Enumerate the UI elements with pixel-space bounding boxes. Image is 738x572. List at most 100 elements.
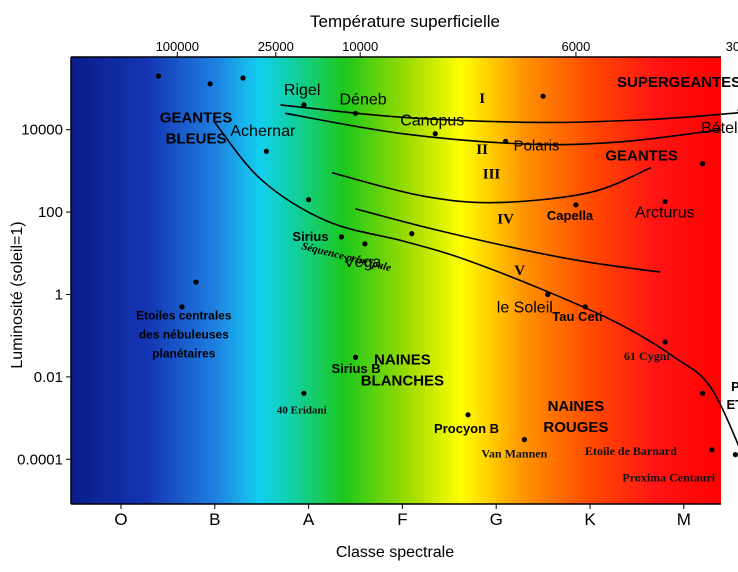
star-point: [545, 291, 551, 298]
star-point: [432, 131, 438, 137]
star-label: 61 Cygni: [624, 349, 670, 363]
x-tick-label-A: A: [303, 510, 315, 529]
star-point: [263, 148, 269, 154]
star-point: [240, 75, 246, 81]
region-label-line: PROTO: [731, 379, 738, 394]
curve-class-IV: [355, 208, 661, 273]
star-label: Déneb: [340, 91, 387, 108]
star-point: [306, 197, 312, 203]
star-label: Tau Ceti: [552, 309, 602, 324]
star-label: Bételgeuse: [701, 120, 738, 137]
star-label: Rigel: [284, 82, 320, 99]
x-tick-label-M: M: [677, 510, 691, 529]
top-tick-label-10000: 10000: [342, 39, 378, 54]
region-label: GEANTES BLEUES: [160, 109, 233, 147]
y-tick-label-0.01: 0.01: [34, 369, 63, 386]
luminosity-class-III: III: [483, 167, 501, 183]
luminosity-class-IV: IV: [497, 211, 514, 227]
x-tick-label-K: K: [584, 510, 596, 529]
star-label: Procyon B: [434, 421, 499, 436]
spectral-gradient-band: [71, 57, 721, 504]
region-label-line: NAINES: [374, 351, 431, 368]
star-point: [409, 231, 415, 237]
star-label: Arcturus: [635, 205, 695, 222]
star-point: [502, 138, 509, 145]
star-label: 40 Eridani: [277, 404, 327, 416]
region-label: SUPERGEANTES: [617, 74, 738, 91]
star-point: [155, 73, 162, 79]
plot-area: [71, 57, 721, 504]
y-tick-label-100: 100: [38, 204, 63, 221]
region-label-line: ETOILES: [726, 397, 738, 412]
star-label: Véga: [344, 254, 381, 271]
star-label: le Soleil: [497, 300, 553, 317]
y-axis-label: Luminosité (soleil=1): [9, 221, 26, 368]
star-point: [582, 304, 588, 310]
star-point: [662, 198, 668, 205]
star-point: [540, 93, 546, 99]
star-label: Van Mannen: [481, 447, 547, 461]
curve-class-III: [331, 166, 652, 204]
y-tick-label-1: 1: [55, 287, 63, 304]
region-label: NAINES BLANCHES: [361, 351, 444, 389]
x-tick-label-B: B: [209, 510, 220, 529]
axis-ticks: O B A F G K M 100000 25000 10000 6000 3000 10000 100 1…: [17, 39, 738, 529]
region-label: Etoiles centrales des nébuleuses planétair…: [136, 308, 232, 360]
region-label-line: Etoiles centrales: [136, 308, 232, 322]
region-label-line: GEANTES: [605, 147, 678, 164]
region-label: NAINES ROUGES: [543, 398, 608, 436]
region-label-line: planétaires: [152, 346, 216, 360]
star-label: Sirius B: [332, 361, 381, 376]
top-tick-label-3000: 3000: [726, 39, 738, 54]
star-label: Achernar: [230, 123, 296, 140]
x-axis-label: Classe spectrale: [336, 544, 454, 561]
axes: [70, 56, 721, 505]
region-label-line: NAINES: [548, 398, 605, 415]
star-point: [662, 339, 668, 345]
star-point: [352, 354, 359, 360]
star-label: Sirius: [292, 229, 328, 244]
x-tick-label-G: G: [490, 510, 503, 529]
chart-title: Température superficielle: [310, 12, 500, 31]
star-point: [193, 279, 199, 285]
star-point: [207, 81, 213, 87]
star-point: [699, 390, 706, 396]
star-point: [732, 452, 738, 458]
star-point: [362, 241, 368, 247]
region-label: GEANTES: [605, 147, 678, 164]
region-label-line: SUPERGEANTES: [617, 74, 738, 91]
top-tick-label-25000: 25000: [258, 39, 294, 54]
region-label-line: BLANCHES: [361, 372, 444, 389]
region-label-line: ROUGES: [543, 419, 608, 436]
luminosity-class-II: II: [476, 142, 488, 158]
luminosity-class-V: V: [514, 263, 525, 279]
star-label: Capella: [547, 208, 594, 223]
star-label: Proxima Centauri: [622, 471, 715, 485]
star-point: [521, 437, 527, 443]
star-point: [573, 202, 579, 208]
region-label-line: BLEUES: [166, 130, 227, 147]
curve-class-V: [214, 121, 738, 447]
y-tick-label-0.0001: 0.0001: [17, 451, 63, 468]
star-point: [338, 234, 345, 240]
region-label: PROTO ETOILES: [726, 379, 738, 412]
star-label: Canopus: [400, 113, 464, 130]
star-point: [301, 390, 307, 396]
top-tick-label-6000: 6000: [561, 39, 590, 54]
star-label: Etoile de Barnard: [585, 444, 677, 458]
luminosity-class-I: I: [479, 91, 485, 107]
star-point: [709, 447, 715, 453]
x-tick-label-F: F: [397, 510, 407, 529]
region-label-line: GEANTES: [160, 109, 233, 126]
star-points: [155, 73, 738, 458]
top-tick-label-100000: 100000: [156, 39, 199, 54]
region-label-line: des nébuleuses: [139, 327, 229, 341]
star-point: [699, 161, 706, 167]
star-point: [301, 102, 307, 108]
star-label: Polaris: [514, 137, 560, 154]
star-point: [352, 110, 359, 116]
curve-class-II: [285, 112, 722, 146]
y-tick-label-10000: 10000: [21, 122, 63, 139]
